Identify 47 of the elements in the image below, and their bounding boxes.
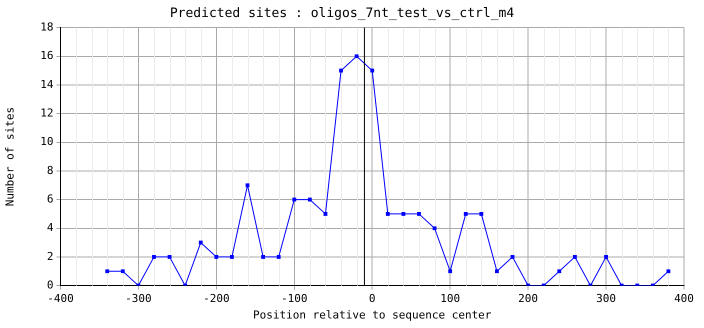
point <box>370 68 374 73</box>
y-tick-label: 4 <box>46 221 54 234</box>
y-tick-label: 2 <box>46 250 54 263</box>
y-tick-label: 14 <box>40 78 54 91</box>
point <box>168 255 172 259</box>
x-tick-label: 100 <box>440 292 460 306</box>
x-tick-label: 0 <box>368 292 376 306</box>
point <box>230 255 234 259</box>
y-axis-title: Number of sites <box>3 106 16 206</box>
y-tick-label: 6 <box>46 192 54 206</box>
chart-title: Predicted sites : oligos_7nt_test_vs_ctrl_m4 <box>170 6 514 22</box>
point <box>464 212 468 216</box>
point <box>152 255 156 259</box>
x-tick-label: -400 <box>47 292 74 306</box>
point <box>666 269 670 274</box>
point <box>386 212 390 216</box>
y-tick-label: 12 <box>40 106 54 120</box>
point <box>354 54 359 58</box>
point <box>495 269 499 274</box>
x-tick-label: -200 <box>203 292 230 306</box>
point <box>246 183 250 188</box>
x-tick-label: -300 <box>125 292 152 306</box>
x-tick-label: 200 <box>518 292 538 306</box>
y-tick-label: 16 <box>40 49 54 62</box>
x-axis-title: Position relative to sequence center <box>253 308 492 322</box>
point <box>339 68 343 73</box>
y-tick-label: 8 <box>46 164 54 177</box>
point <box>214 255 218 259</box>
point <box>276 255 281 259</box>
point <box>417 212 421 216</box>
y-tick-label: 18 <box>40 20 54 34</box>
point <box>510 255 514 259</box>
point <box>261 255 266 259</box>
point <box>479 212 484 216</box>
point <box>572 255 577 259</box>
point <box>308 198 312 202</box>
point <box>401 212 406 216</box>
x-tick-label: 400 <box>674 292 694 306</box>
y-tick-label: 10 <box>40 135 54 148</box>
point <box>198 240 203 245</box>
point <box>432 226 436 230</box>
x-tick-label: 300 <box>596 292 616 306</box>
y-tick-label: 0 <box>46 278 54 292</box>
point <box>324 212 328 216</box>
point <box>292 198 296 202</box>
point <box>604 255 608 259</box>
x-tick-label: -100 <box>281 292 308 306</box>
